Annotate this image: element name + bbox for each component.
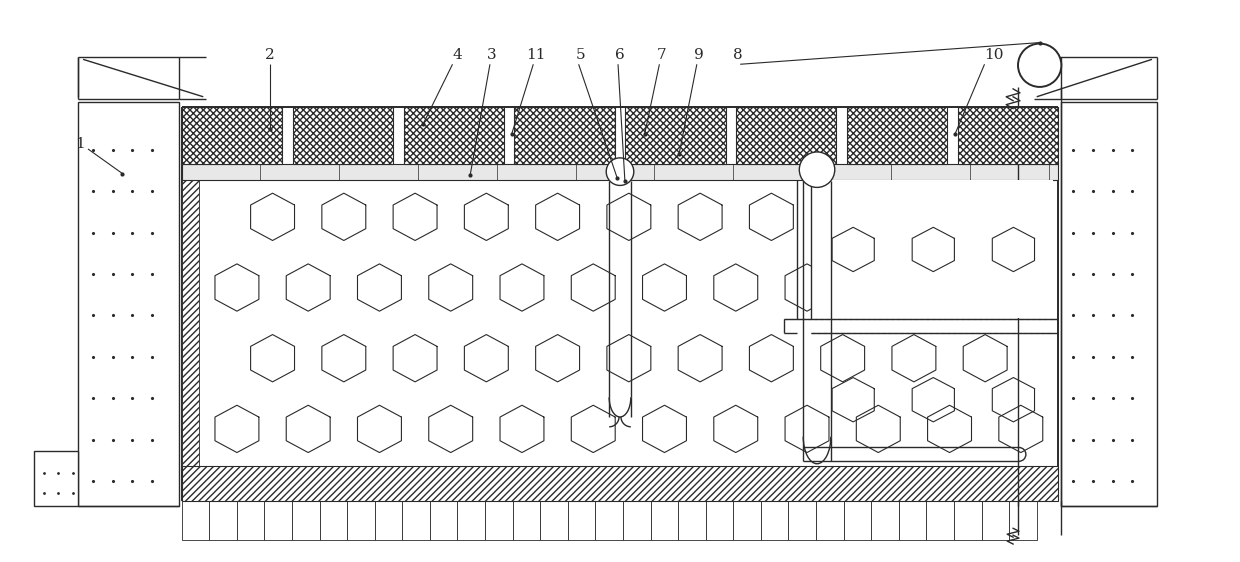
Bar: [872, 501, 899, 540]
Circle shape: [800, 152, 835, 187]
Text: 3: 3: [487, 48, 497, 62]
Bar: [181, 107, 200, 501]
Bar: [843, 501, 872, 540]
Text: 5: 5: [575, 48, 585, 62]
Bar: [651, 501, 678, 540]
Bar: [512, 501, 541, 540]
Text: 8: 8: [733, 48, 743, 62]
Bar: [78, 102, 179, 506]
Bar: [33, 451, 78, 506]
Bar: [403, 107, 503, 164]
Bar: [816, 501, 843, 540]
Bar: [982, 501, 1009, 540]
Bar: [1061, 102, 1157, 506]
Bar: [181, 164, 1059, 179]
Circle shape: [1018, 44, 1061, 87]
Text: 2: 2: [265, 48, 275, 62]
Bar: [181, 466, 1059, 501]
Text: 4: 4: [453, 48, 463, 62]
Bar: [706, 501, 733, 540]
Bar: [959, 107, 1059, 164]
Bar: [568, 501, 595, 540]
Bar: [181, 501, 210, 540]
Bar: [430, 501, 458, 540]
Bar: [541, 501, 568, 540]
Bar: [899, 501, 926, 540]
Bar: [320, 501, 347, 540]
Bar: [210, 501, 237, 540]
Circle shape: [606, 158, 634, 185]
Bar: [789, 501, 816, 540]
Bar: [181, 107, 281, 164]
Text: 6: 6: [615, 48, 625, 62]
Bar: [291, 501, 320, 540]
Bar: [237, 501, 264, 540]
Text: 9: 9: [694, 48, 703, 62]
Bar: [595, 501, 622, 540]
Bar: [485, 501, 512, 540]
Text: 1: 1: [76, 137, 86, 151]
Bar: [926, 501, 954, 540]
Bar: [402, 501, 430, 540]
Text: 7: 7: [656, 48, 666, 62]
Text: 11: 11: [527, 48, 546, 62]
Bar: [347, 501, 374, 540]
Bar: [625, 107, 725, 164]
Bar: [374, 501, 402, 540]
Bar: [737, 107, 837, 164]
Bar: [515, 107, 615, 164]
Bar: [954, 501, 982, 540]
Bar: [458, 501, 485, 540]
Bar: [847, 107, 947, 164]
Bar: [812, 179, 1054, 319]
Bar: [678, 501, 706, 540]
Bar: [293, 107, 393, 164]
Bar: [622, 501, 651, 540]
Bar: [1009, 501, 1037, 540]
Text: 10: 10: [985, 48, 1004, 62]
Bar: [761, 501, 789, 540]
Bar: [264, 501, 291, 540]
Bar: [733, 501, 761, 540]
